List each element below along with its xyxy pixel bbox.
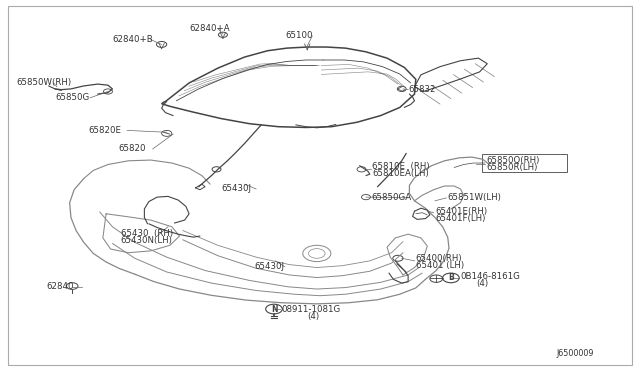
Text: 65100: 65100 [285,31,312,41]
Text: 65832: 65832 [408,85,436,94]
Text: 62840+A: 62840+A [189,24,230,33]
Text: B: B [448,273,454,282]
Text: N: N [271,305,277,314]
Text: 65430N(LH): 65430N(LH) [121,236,173,245]
Text: 65851W(LH): 65851W(LH) [448,193,502,202]
Text: 62840: 62840 [47,282,74,291]
Text: 65850R(LH): 65850R(LH) [486,163,538,172]
Text: J6500009: J6500009 [556,349,594,358]
Text: 65820E: 65820E [89,126,122,135]
Text: 65401F(LH): 65401F(LH) [435,214,485,223]
Text: 65850W(RH): 65850W(RH) [17,78,72,87]
Text: 65810E  (RH): 65810E (RH) [372,162,430,171]
Text: 65430  (RH): 65430 (RH) [121,229,173,238]
Text: 08911-1081G: 08911-1081G [282,305,341,314]
Text: 65430J: 65430J [255,262,285,271]
Text: (4): (4) [476,279,488,288]
Text: 65850GA: 65850GA [371,193,412,202]
Text: 65850G: 65850G [55,93,89,102]
Text: 0B146-8161G: 0B146-8161G [461,272,520,281]
Text: 65810EA(LH): 65810EA(LH) [372,169,429,178]
Text: 65401E(RH): 65401E(RH) [435,207,487,216]
Text: 65820: 65820 [119,144,147,153]
Text: (4): (4) [307,312,319,321]
Text: 62840+B: 62840+B [113,35,153,44]
Text: 65400(RH): 65400(RH) [416,254,463,263]
Text: 65401 (LH): 65401 (LH) [416,261,464,270]
Text: 65850Q(RH): 65850Q(RH) [486,155,540,164]
Text: 65430J: 65430J [221,185,251,193]
